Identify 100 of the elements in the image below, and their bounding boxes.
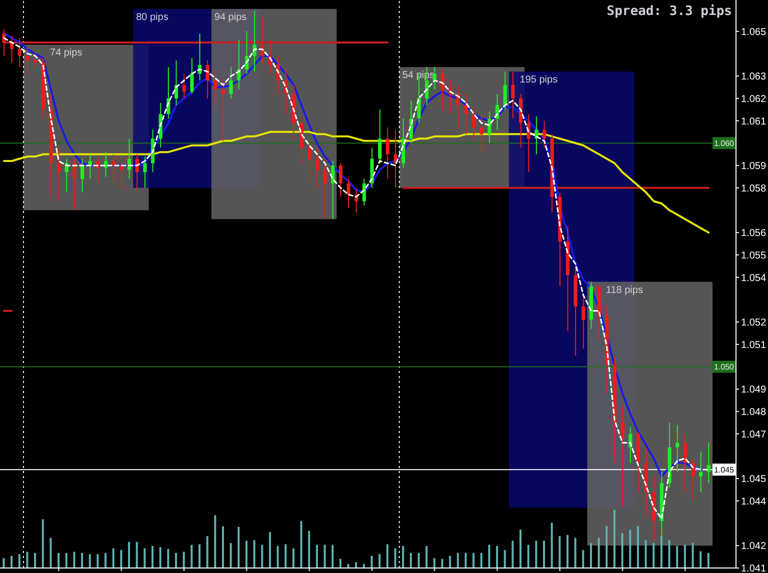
bar	[324, 544, 326, 568]
bar	[542, 540, 545, 568]
candlestick	[57, 147, 61, 202]
bar	[527, 544, 530, 568]
candlestick	[346, 178, 350, 208]
y-tick-label: 1.052	[741, 318, 766, 329]
bar	[464, 552, 467, 568]
bar	[18, 554, 20, 568]
candlestick	[394, 129, 398, 188]
bar	[613, 510, 616, 568]
bar	[590, 543, 592, 568]
bar	[668, 540, 670, 568]
y-tick-label: 1.063	[741, 72, 766, 83]
bar	[636, 526, 639, 568]
bar	[472, 552, 475, 568]
candlestick	[143, 156, 147, 188]
bar	[566, 534, 568, 568]
y-tick-label: 1.047	[741, 429, 766, 440]
bar	[276, 546, 279, 568]
candlestick	[323, 158, 327, 220]
bar	[42, 519, 44, 568]
ref-line-label: 1.045	[714, 466, 735, 475]
bar	[535, 540, 538, 568]
candlestick	[503, 71, 507, 110]
candlestick	[542, 120, 546, 148]
candlestick	[182, 73, 186, 99]
y-tick-label: 1.056	[741, 228, 766, 240]
candlestick	[480, 114, 484, 153]
candlestick	[26, 46, 30, 74]
y-tick-label: 1.051	[741, 340, 766, 351]
bar	[128, 542, 130, 568]
bar	[410, 552, 412, 568]
band-label: 118 pips	[606, 284, 643, 296]
bar	[496, 546, 498, 568]
bar	[10, 556, 13, 568]
bar	[159, 547, 162, 568]
candlestick	[386, 126, 390, 180]
candlestick	[620, 404, 624, 508]
bar	[261, 544, 264, 568]
bar	[73, 552, 76, 568]
bar	[692, 543, 694, 568]
ref-line-label: 1.060	[714, 139, 735, 148]
candlestick	[72, 158, 76, 211]
candlestick	[120, 156, 124, 191]
ref-line-label: 1.050	[714, 362, 735, 372]
bar	[370, 556, 373, 568]
y-tick-label: 1.058	[741, 183, 766, 194]
bar	[238, 526, 240, 568]
candlestick	[80, 158, 84, 193]
candlestick	[706, 442, 710, 484]
bar	[606, 526, 608, 568]
annotation: Spread: 3.3 pips	[606, 4, 732, 19]
bar	[222, 526, 224, 568]
bar	[700, 551, 702, 568]
bar	[394, 548, 396, 568]
bar	[182, 552, 185, 568]
bar	[174, 552, 177, 568]
bar	[355, 562, 358, 568]
candlestick	[338, 162, 342, 198]
bar	[112, 548, 114, 568]
bar	[58, 552, 60, 568]
band-label: 94 pips	[214, 12, 247, 23]
candlestick	[683, 433, 687, 492]
bar	[81, 552, 84, 568]
y-tick-label: 1.049	[741, 384, 766, 396]
bar	[88, 554, 91, 568]
bar	[339, 558, 342, 568]
y-tick-label: 1.044	[741, 496, 766, 508]
bar	[253, 540, 256, 568]
candlestick	[308, 138, 312, 184]
bar	[332, 544, 334, 568]
bar	[707, 552, 710, 568]
bar	[441, 558, 444, 568]
bar	[550, 522, 553, 568]
bar	[136, 542, 138, 568]
bar	[520, 530, 522, 568]
bar	[120, 550, 122, 568]
bar	[50, 538, 52, 568]
bar	[190, 544, 193, 568]
bar	[504, 550, 506, 568]
bar	[386, 544, 388, 568]
bar	[206, 536, 208, 568]
candlestick	[464, 93, 468, 135]
bar	[629, 530, 632, 568]
band-label: 195 pips	[520, 74, 558, 86]
y-tick-label: 1.061	[741, 116, 766, 128]
y-tick-label: 1.042	[741, 541, 766, 552]
y-tick-label: 1.054	[741, 272, 766, 284]
bar	[433, 558, 436, 568]
bar	[316, 544, 318, 568]
candlestick	[229, 66, 233, 99]
candlestick	[221, 78, 226, 142]
candlestick	[2, 28, 6, 56]
y-tick-label: 1.059	[741, 161, 766, 172]
y-tick-label: 1.045	[741, 474, 766, 486]
candlestick	[440, 68, 444, 110]
bar	[480, 552, 482, 568]
bar	[26, 552, 28, 568]
bar	[65, 552, 68, 568]
bar	[167, 548, 170, 568]
